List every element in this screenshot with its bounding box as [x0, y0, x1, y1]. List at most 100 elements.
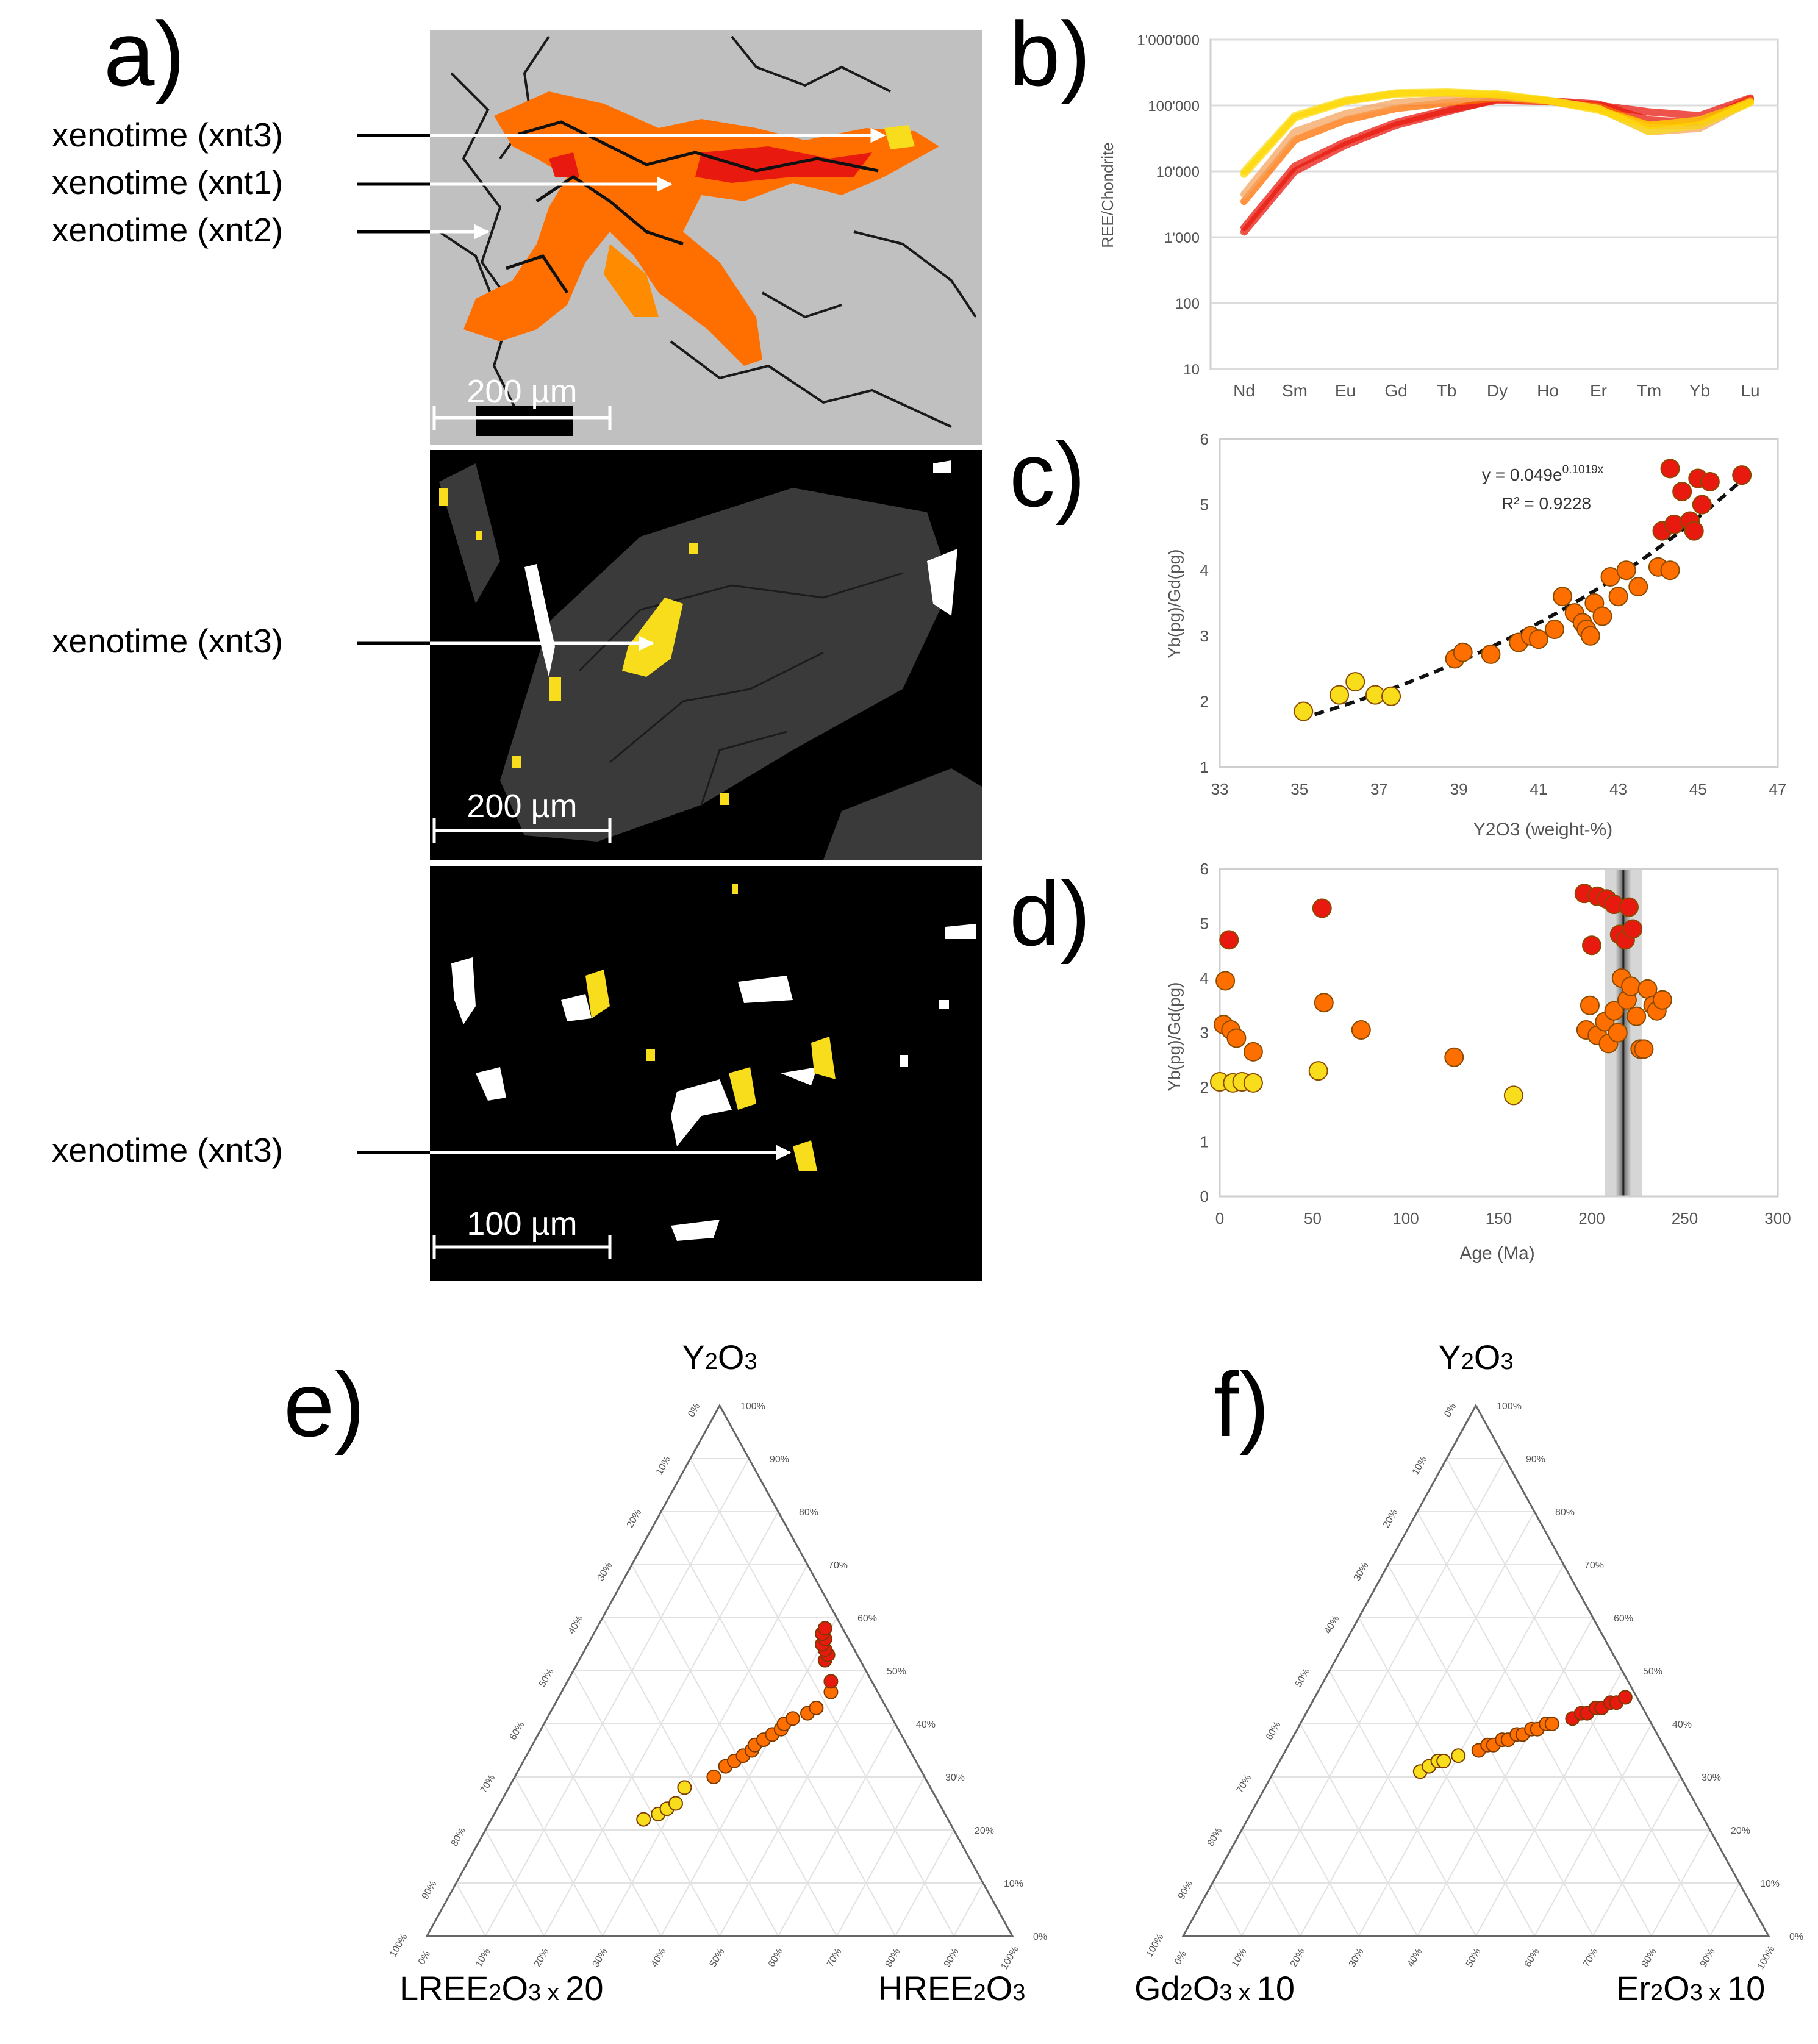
- right-tick-label: 20%: [1731, 1826, 1750, 1836]
- y-tick-label: 5: [1200, 915, 1209, 933]
- left-tick-label: 20%: [1381, 1508, 1400, 1530]
- bottom-tick-label: 80%: [1640, 1947, 1659, 1969]
- right-tick-label: 90%: [770, 1454, 789, 1465]
- right-tick-label: 30%: [945, 1773, 965, 1783]
- data-point-xnt1: [1619, 897, 1639, 917]
- bottom-tick-label: 0%: [417, 1949, 432, 1967]
- x-tick-label: Nd: [1233, 381, 1255, 400]
- right-tick-label: 40%: [1672, 1720, 1692, 1730]
- data-point-xnt2: [1314, 993, 1334, 1013]
- x-tick-label: Yb: [1689, 381, 1710, 400]
- left-tick-label: 80%: [1206, 1826, 1225, 1848]
- data-point-xnt2: [1580, 626, 1600, 646]
- grid-line: [1475, 1670, 1623, 1937]
- grid-line: [514, 1776, 603, 1937]
- bottom-tick-label: 90%: [942, 1947, 961, 1969]
- grid-line: [631, 1564, 837, 1937]
- bottom-tick-label: 30%: [591, 1947, 610, 1969]
- callout-xnt3-1: xenotime (xnt3): [52, 116, 886, 154]
- data-point-xnt2: [1553, 587, 1573, 607]
- callout-label: xenotime (xnt3): [52, 622, 283, 660]
- y-tick-label: 6: [1200, 430, 1209, 448]
- bottom-tick-label: 70%: [1581, 1947, 1600, 1969]
- data-point-xnt1: [1312, 898, 1332, 918]
- equation-text: y = 0.049e: [1482, 465, 1562, 484]
- panel-c: c) Yb(pg)/Gd(pg) Y2O3 (weight-%) y = 0.0…: [1009, 423, 1786, 840]
- grid-line: [895, 1829, 954, 1937]
- x-axis-label: Age (Ma): [1459, 1243, 1534, 1263]
- data-point-xnt2: [1604, 1001, 1624, 1021]
- right-tick-label: 100%: [1497, 1401, 1522, 1412]
- left-tick-label: 40%: [567, 1614, 585, 1636]
- right-tick-label: 70%: [828, 1560, 848, 1571]
- data-point-xnt2: [1481, 644, 1501, 664]
- bottom-tick-label: 60%: [1523, 1947, 1542, 1969]
- bottom-tick-label: 70%: [825, 1947, 844, 1969]
- y-tick-label: 1: [1200, 1133, 1209, 1151]
- trend-equation: y = 0.049e0.1019x R² = 0.9228: [1482, 463, 1604, 513]
- right-tick-label: 10%: [1760, 1879, 1780, 1889]
- left-tick-label: 90%: [1176, 1879, 1195, 1901]
- data-point-xnt2: [1660, 560, 1680, 581]
- bottom-tick-label: 40%: [650, 1947, 668, 1969]
- grid-line: [1592, 1776, 1681, 1937]
- data-point-xnt2: [1616, 560, 1636, 581]
- bottom-tick-label: 80%: [884, 1947, 903, 1969]
- grid-line: [1270, 1776, 1359, 1937]
- y-tick-label: 100'000: [1148, 98, 1200, 115]
- callout-label: xenotime (xnt2): [52, 211, 283, 249]
- grid-line: [1300, 1723, 1418, 1937]
- right-tick-label: 0%: [1789, 1932, 1803, 1942]
- phase-map-image-1: 200 µm: [430, 30, 982, 445]
- panel-b-label: b): [1009, 2, 1090, 105]
- plot-frame: [1219, 438, 1779, 768]
- y-tick-label: 6: [1200, 860, 1209, 878]
- data-point-xnt1: [823, 1674, 839, 1689]
- data-point-xnt1: [1617, 1690, 1633, 1705]
- x-tick-label: 150: [1486, 1209, 1512, 1227]
- bse-image-3: 100 µm: [430, 866, 982, 1281]
- data-point-xnt1: [1700, 471, 1720, 491]
- bse-image-2: 200 µm: [430, 450, 982, 860]
- data-point-xnt2: [1444, 1047, 1464, 1067]
- data-point-xnt2: [1628, 577, 1648, 597]
- left-tick-label: 10%: [1411, 1455, 1430, 1477]
- data-point-xnt3: [1308, 1061, 1328, 1081]
- x-tick-label: 50: [1304, 1209, 1322, 1227]
- panel-f: f) Y2O3 Gd2O3 x 10 Er2O3 x 10 0% 0% 0% 10% 1…: [1134, 1338, 1803, 2007]
- bottom-tick-label: 20%: [1289, 1947, 1308, 1969]
- data-point-xnt2: [706, 1770, 721, 1784]
- data-point-xnt3: [1381, 686, 1401, 706]
- x-tick-label: 37: [1370, 780, 1388, 798]
- x-tick-label: 39: [1450, 780, 1468, 798]
- y-tick-label: 5: [1200, 496, 1209, 514]
- grid-line: [485, 1458, 750, 1937]
- bottom-tick-label: 30%: [1347, 1947, 1366, 1969]
- scale-bar: 200 µm: [432, 788, 612, 843]
- left-tick-label: 30%: [1352, 1561, 1371, 1583]
- x-tick-label: Tm: [1637, 381, 1661, 400]
- panel-e: e) Y2O3 LREE2O3 x 20 HREE2O3 0% 0% 0% 10% 10…: [284, 1338, 1047, 2007]
- bottom-tick-label: 60%: [767, 1947, 786, 1969]
- left-vertex-label: LREE2O3 x 20: [399, 1969, 604, 2007]
- grid-line: [456, 1882, 486, 1937]
- panel-f-label: f): [1214, 1353, 1270, 1456]
- x-tick-label: Dy: [1487, 381, 1508, 400]
- y-tick-label: 0: [1200, 1187, 1209, 1206]
- data-point-xnt3: [1294, 701, 1314, 721]
- data-point-xnt2: [786, 1711, 800, 1726]
- grid-line: [1446, 1458, 1711, 1937]
- data-point-xnt1: [1672, 482, 1692, 502]
- data-point-xnt2: [1226, 1028, 1247, 1048]
- grid-line: [1651, 1829, 1711, 1937]
- y-tick-label: 10'000: [1156, 164, 1200, 180]
- callout-xnt1: xenotime (xnt1): [52, 163, 673, 201]
- left-tick-label: 90%: [420, 1879, 439, 1901]
- apex-label: Y2O3: [1438, 1338, 1513, 1376]
- left-tick-label: 70%: [1235, 1773, 1254, 1795]
- data-point-xnt2: [1621, 976, 1641, 996]
- y-tick-label: 100: [1175, 296, 1200, 312]
- x-tick-label: 47: [1769, 780, 1787, 798]
- panel-e-label: e): [284, 1353, 365, 1456]
